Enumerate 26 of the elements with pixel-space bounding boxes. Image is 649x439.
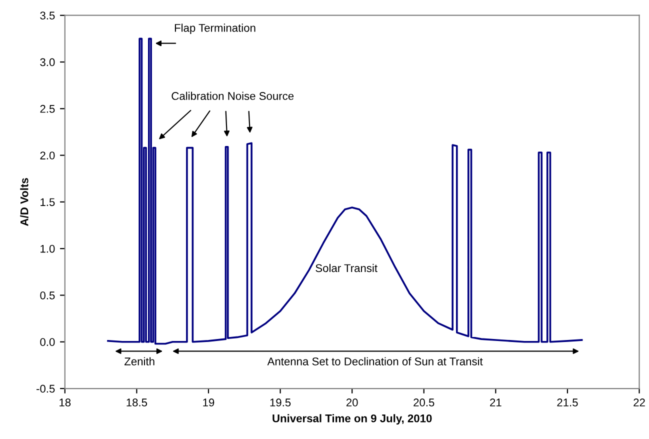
y-tick-label: 0.0 [40, 338, 55, 346]
x-tick-label: 19 [203, 398, 214, 406]
y-tick-label: 1.0 [40, 244, 55, 253]
y-tick-label: 0.5 [40, 291, 55, 300]
x-tick-label: 20.5 [414, 398, 434, 406]
x-axis-title: Universal Time on 9 July, 2010 [272, 414, 432, 425]
annotation: Flap Termination [174, 24, 256, 34]
line-series [107, 38, 583, 345]
x-tick-label: 19.5 [270, 398, 291, 406]
x-tick-label: 18.5 [126, 398, 148, 406]
y-tick-label: 3.0 [40, 58, 55, 66]
y-axis-title: A/D Volts [20, 178, 28, 226]
annotation: Solar Transit [316, 264, 378, 272]
annotation: Calibration Noise Source [172, 92, 294, 100]
x-tick-label: 21 [490, 398, 502, 406]
x-tick-label: 18 [60, 398, 71, 406]
x-tick-label: 20 [346, 398, 358, 406]
y-tick-label: 3.5 [40, 12, 55, 20]
x-tick-label: 21.5 [557, 398, 578, 406]
x-tick-label: 22 [634, 398, 645, 406]
y-tick-label: 1.5 [40, 198, 55, 206]
y-tick-label: -0.5 [36, 384, 55, 393]
annotation: Zenith [124, 357, 154, 366]
y-tick-label: 2.5 [40, 104, 55, 113]
annotation: Antenna Set to Declination of Sun at Transit [267, 357, 483, 366]
y-tick-label: 2.0 [40, 152, 55, 160]
